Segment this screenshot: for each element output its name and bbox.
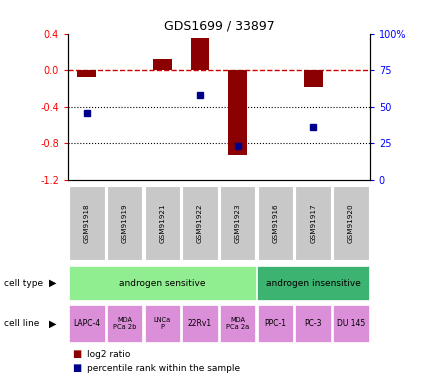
FancyBboxPatch shape <box>144 186 180 260</box>
Text: cell line: cell line <box>4 319 40 328</box>
Text: log2 ratio: log2 ratio <box>87 350 130 359</box>
Text: PPC-1: PPC-1 <box>264 319 286 328</box>
Text: 22Rv1: 22Rv1 <box>188 319 212 328</box>
Text: GSM91921: GSM91921 <box>159 203 165 243</box>
Text: MDA
PCa 2a: MDA PCa 2a <box>226 317 249 330</box>
FancyBboxPatch shape <box>144 305 180 342</box>
FancyBboxPatch shape <box>107 186 142 260</box>
Text: ▶: ▶ <box>49 278 57 288</box>
FancyBboxPatch shape <box>107 305 142 342</box>
Text: GSM91916: GSM91916 <box>272 203 278 243</box>
FancyBboxPatch shape <box>182 305 218 342</box>
Text: ■: ■ <box>72 363 82 373</box>
FancyBboxPatch shape <box>220 305 255 342</box>
Text: DU 145: DU 145 <box>337 319 365 328</box>
Bar <box>153 59 172 70</box>
Text: GSM91922: GSM91922 <box>197 203 203 243</box>
Bar <box>190 38 210 70</box>
FancyBboxPatch shape <box>333 186 368 260</box>
FancyBboxPatch shape <box>258 186 293 260</box>
Text: cell type: cell type <box>4 279 43 288</box>
Text: androgen insensitive: androgen insensitive <box>266 279 360 288</box>
Bar <box>77 70 96 77</box>
FancyBboxPatch shape <box>258 305 293 342</box>
FancyBboxPatch shape <box>295 186 331 260</box>
Text: GSM91918: GSM91918 <box>84 203 90 243</box>
Text: GSM91923: GSM91923 <box>235 203 241 243</box>
Text: MDA
PCa 2b: MDA PCa 2b <box>113 317 136 330</box>
FancyBboxPatch shape <box>69 186 105 260</box>
Bar <box>228 70 247 155</box>
FancyBboxPatch shape <box>295 305 331 342</box>
Text: GSM91920: GSM91920 <box>348 203 354 243</box>
Text: LAPC-4: LAPC-4 <box>73 319 100 328</box>
Text: PC-3: PC-3 <box>304 319 322 328</box>
FancyBboxPatch shape <box>220 186 255 260</box>
Text: GSM91919: GSM91919 <box>122 203 127 243</box>
Bar <box>304 70 323 87</box>
Text: GSM91917: GSM91917 <box>310 203 316 243</box>
Text: LNCa
P: LNCa P <box>154 317 171 330</box>
FancyBboxPatch shape <box>69 266 256 300</box>
FancyBboxPatch shape <box>69 305 105 342</box>
Text: androgen sensitive: androgen sensitive <box>119 279 206 288</box>
FancyBboxPatch shape <box>182 186 218 260</box>
Text: ■: ■ <box>72 350 82 359</box>
Title: GDS1699 / 33897: GDS1699 / 33897 <box>164 20 274 33</box>
FancyBboxPatch shape <box>258 266 369 300</box>
Text: percentile rank within the sample: percentile rank within the sample <box>87 364 240 373</box>
FancyBboxPatch shape <box>333 305 368 342</box>
Text: ▶: ▶ <box>49 318 57 328</box>
